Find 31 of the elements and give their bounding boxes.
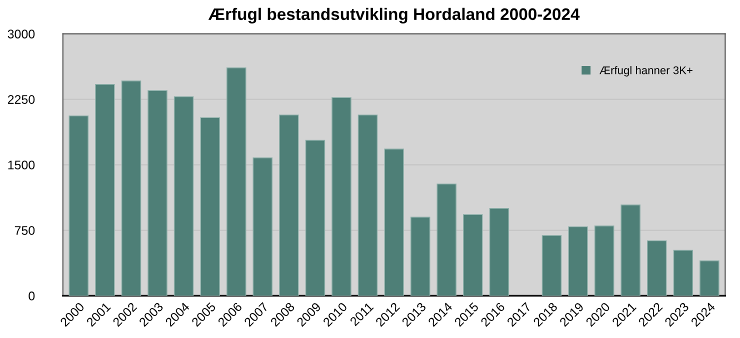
y-tick-label: 0: [28, 292, 35, 300]
bar: [148, 90, 168, 296]
bar: [121, 80, 142, 296]
bar: [358, 114, 378, 296]
bar: [279, 114, 299, 296]
bar: [200, 117, 220, 296]
legend-label: Ærfugl hanner 3K+: [600, 66, 692, 76]
bar: [384, 148, 404, 296]
bar: [542, 235, 562, 296]
bar: [700, 260, 720, 296]
y-tick-label: 2250: [8, 95, 35, 104]
bar: [673, 250, 694, 296]
bar: [305, 140, 326, 296]
y-tick-label: 3000: [8, 30, 35, 38]
y-tick-label: 750: [14, 226, 35, 235]
bar: [95, 84, 115, 296]
y-tick-label: 1500: [8, 160, 35, 170]
bar: [226, 67, 246, 296]
bar: [252, 157, 273, 296]
bar: [489, 208, 510, 296]
bar: [620, 204, 640, 296]
bar: [568, 226, 588, 296]
bar: [174, 96, 194, 296]
bar: [68, 115, 89, 296]
bar: [436, 184, 456, 296]
bar: [332, 97, 352, 296]
bar: [594, 225, 614, 296]
bar: [646, 240, 667, 296]
bar: [463, 214, 483, 296]
bar: [410, 216, 430, 296]
chart-title: Ærfugl bestandsutvikling Hordaland 2000-2024: [208, 8, 580, 24]
